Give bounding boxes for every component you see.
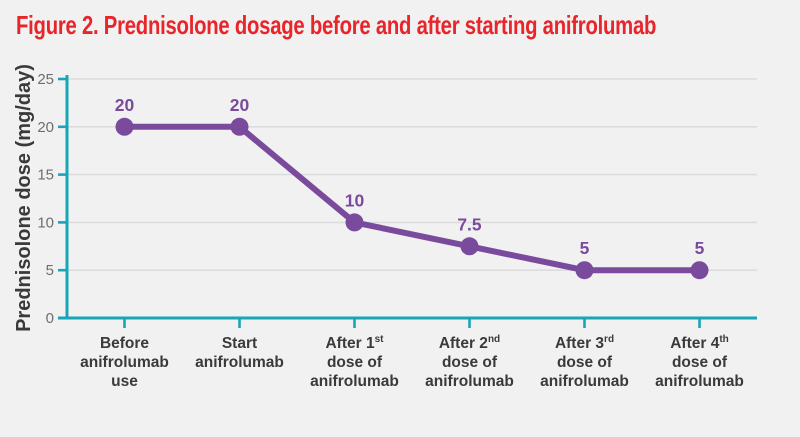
x-category-label: After 2nd <box>439 334 500 352</box>
y-tick-label: 25 <box>37 71 54 88</box>
x-category-label: anifrolumab <box>80 354 169 371</box>
x-category-label: After 3rd <box>555 334 614 352</box>
data-point <box>230 117 249 136</box>
y-tick-label: 20 <box>37 119 54 136</box>
data-point-label: 5 <box>580 238 590 258</box>
y-tick-label: 5 <box>46 262 54 279</box>
figure-title: Figure 2. Prednisolone dosage before and… <box>16 10 657 40</box>
x-category-label: anifrolumab <box>425 373 514 390</box>
data-point-label: 20 <box>230 95 250 115</box>
data-point-label: 5 <box>695 238 705 258</box>
y-tick-label: 15 <box>37 167 54 184</box>
data-point <box>690 261 709 280</box>
data-series-line <box>121 123 703 274</box>
x-category-label: anifrolumab <box>195 354 284 371</box>
data-point <box>115 117 134 136</box>
data-point-label: 10 <box>345 190 365 210</box>
data-point <box>460 237 479 256</box>
x-category-label: Start <box>222 335 257 352</box>
data-point <box>345 213 364 232</box>
x-category-label: anifrolumab <box>540 373 629 390</box>
x-category-label: dose of <box>557 354 613 371</box>
data-point-label: 7.5 <box>457 214 482 234</box>
data-point <box>575 261 594 280</box>
y-tick-label: 0 <box>46 310 54 327</box>
x-category-label: After 4th <box>670 334 729 352</box>
x-category-label: dose of <box>327 354 383 371</box>
y-tick-label: 10 <box>37 214 54 231</box>
data-point-label: 20 <box>115 95 135 115</box>
x-category-label: Before <box>100 335 149 352</box>
x-category-label: anifrolumab <box>310 373 399 390</box>
x-category-label: use <box>111 373 138 390</box>
y-axis-title: Prednisolone dose (mg/day) <box>13 64 35 332</box>
x-category-label: dose of <box>672 354 728 371</box>
x-category-label: After 1st <box>325 334 384 352</box>
x-category-label: dose of <box>442 354 498 371</box>
x-category-label: anifrolumab <box>655 373 744 390</box>
